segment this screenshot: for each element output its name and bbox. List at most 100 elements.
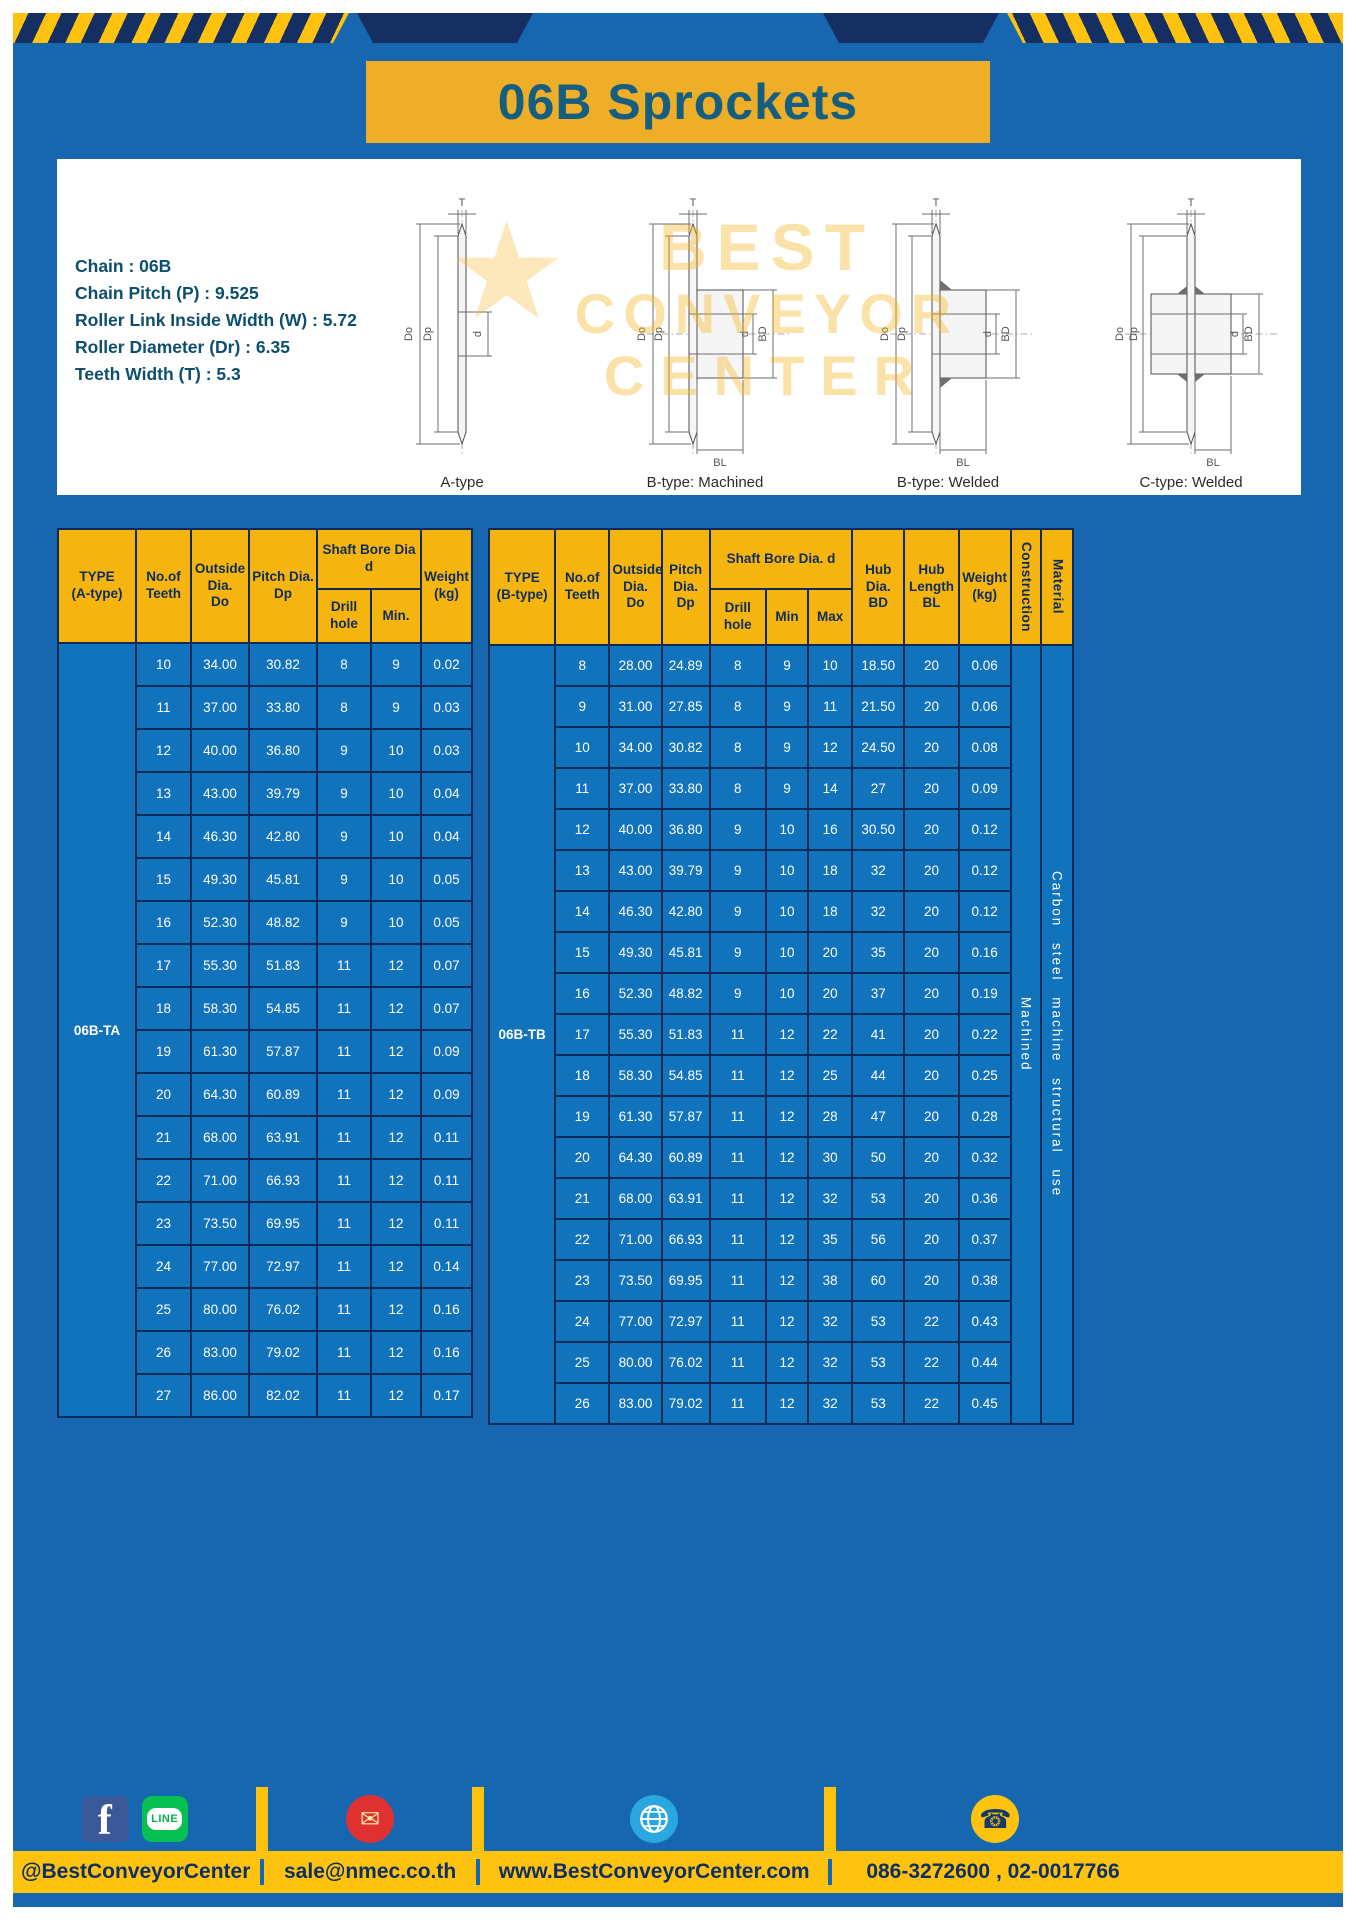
cell-drill-hole: 11 (316, 1115, 372, 1160)
cell-pitch-dia: 39.79 (248, 771, 318, 816)
cell-min: 10 (764, 849, 810, 892)
dim-bd-label: BD (1000, 326, 1012, 341)
cell-hub-length: 20 (903, 931, 960, 974)
cell-outside-dia: 49.30 (608, 931, 663, 974)
table-a-header: TYPE (A-type) No.of Teeth Outside Dia. D… (57, 528, 474, 644)
cell-hub-dia: 35 (851, 931, 906, 974)
cell-hub-length: 20 (903, 644, 960, 687)
line-icon[interactable]: LINE (141, 1796, 188, 1842)
cell-max: 35 (807, 1218, 854, 1261)
facebook-letter: f (97, 1798, 112, 1842)
dim-t-label: T (459, 197, 466, 209)
figure-caption-a: A-type (440, 474, 484, 491)
cell-weight: 0.12 (957, 808, 1012, 851)
cell-pitch-dia: 51.83 (660, 1013, 711, 1056)
cell-hub-dia: 53 (851, 1300, 906, 1343)
cell-max: 30 (807, 1136, 854, 1179)
cell-pitch-dia: 36.80 (660, 808, 711, 851)
cell-min: 10 (369, 900, 423, 945)
cell-weight: 0.03 (420, 685, 474, 730)
cell-hub-length: 20 (903, 890, 960, 933)
cell-drill-hole: 11 (708, 1136, 767, 1179)
material-value: Carbon steel machine structural use (1039, 644, 1075, 1425)
dim-d-label: d (982, 331, 994, 337)
cell-drill-hole: 11 (708, 1177, 767, 1220)
cell-min: 12 (369, 1115, 423, 1160)
dim-dp-label: Dp (653, 327, 665, 341)
col-header-type-b: TYPE (B-type) (487, 528, 557, 646)
footer-email-address[interactable]: sale@nmec.co.th (284, 1860, 457, 1883)
table-row: 20 64.30 60.89 11 12 0.09 (58, 1072, 474, 1117)
cell-hub-length: 20 (903, 849, 960, 892)
cell-hub-dia: 56 (851, 1218, 906, 1261)
footer-website-url[interactable]: www.BestConveyorCenter.com (498, 1860, 810, 1883)
cell-pitch-dia: 60.89 (660, 1136, 711, 1179)
spec-line-teeth-width: Teeth Width (T) : 5.3 (75, 364, 241, 384)
cell-outside-dia: 49.30 (190, 857, 250, 902)
cell-drill-hole: 9 (708, 808, 767, 851)
cell-weight: 0.08 (957, 726, 1012, 769)
figure-c-type-welded: T Do Dp d (1091, 194, 1291, 491)
cell-teeth: 18 (135, 986, 192, 1031)
cell-drill-hole: 8 (708, 685, 767, 728)
table-row: 18 58.30 54.85 11 12 0.07 (58, 986, 474, 1031)
dim-dp-label: Dp (422, 327, 434, 341)
figure-caption-b-machined: B-type: Machined (646, 474, 764, 491)
cell-min: 10 (369, 771, 423, 816)
cell-teeth: 12 (554, 808, 611, 851)
table-row: 14 46.30 42.80 9 10 18 32 20 0.12 (489, 890, 1073, 933)
footer-phone-numbers[interactable]: 086-3272600 , 02-0017766 (866, 1860, 1120, 1883)
cell-max: 32 (807, 1300, 854, 1343)
cell-pitch-dia: 57.87 (248, 1029, 318, 1074)
cell-drill-hole: 11 (316, 1072, 372, 1117)
cell-weight: 0.37 (957, 1218, 1012, 1261)
cell-outside-dia: 40.00 (190, 728, 250, 773)
cell-pitch-dia: 72.97 (248, 1244, 318, 1289)
table-a-body: 06B-TA 10 34.00 30.82 8 9 0.02 11 37.00 33.80 8 9 0.… (57, 642, 474, 1418)
hazard-stripe-right (823, 13, 1343, 43)
cell-weight: 0.19 (957, 972, 1012, 1015)
cell-weight: 0.07 (420, 986, 474, 1031)
globe-glyph (640, 1805, 668, 1833)
footer-separator (256, 1787, 269, 1851)
globe-icon[interactable] (630, 1795, 679, 1843)
chain-spec-list: Chain : 06B Chain Pitch (P) : 9.525 Roll… (75, 253, 357, 388)
hazard-solid-band (823, 13, 999, 43)
cell-pitch-dia: 57.87 (660, 1095, 711, 1138)
cell-drill-hole: 11 (316, 1330, 372, 1375)
cell-drill-hole: 11 (708, 1054, 767, 1097)
facebook-icon[interactable]: f (81, 1796, 128, 1842)
cell-teeth: 21 (554, 1177, 611, 1220)
cell-max: 28 (807, 1095, 854, 1138)
cell-hub-length: 20 (903, 1095, 960, 1138)
cell-outside-dia: 46.30 (190, 814, 250, 859)
cell-min: 9 (764, 767, 810, 810)
spec-line-pitch: Chain Pitch (P) : 9.525 (75, 283, 259, 303)
table-row: 24 77.00 72.97 11 12 0.14 (58, 1244, 474, 1289)
cell-drill-hole: 9 (708, 890, 767, 933)
table-row: 12 40.00 36.80 9 10 16 30.50 20 0.12 (489, 808, 1073, 851)
cell-hub-length: 22 (903, 1382, 960, 1425)
table-row: 26 83.00 79.02 11 12 0.16 (58, 1330, 474, 1375)
cell-teeth: 22 (135, 1158, 192, 1203)
cell-hub-length: 20 (903, 1013, 960, 1056)
cell-weight: 0.16 (420, 1330, 474, 1375)
cell-hub-dia: 47 (851, 1095, 906, 1138)
cell-teeth: 19 (135, 1029, 192, 1074)
cell-outside-dia: 71.00 (190, 1158, 250, 1203)
sprocket-b-machined-drawing: T Do Dp d (636, 197, 791, 469)
table-row: 9 31.00 27.85 8 9 11 21.50 20 0.06 (489, 685, 1073, 728)
col-header-outside-dia: Outside Dia. Do (608, 528, 663, 646)
email-icon[interactable]: ✉ (346, 1795, 395, 1843)
table-row: 19 61.30 57.87 11 12 28 47 20 0.28 (489, 1095, 1073, 1138)
cell-teeth: 23 (554, 1259, 611, 1302)
cell-drill-hole: 9 (316, 771, 372, 816)
cell-outside-dia: 58.30 (608, 1054, 663, 1097)
cell-min: 12 (764, 1095, 810, 1138)
footer-social-handle[interactable]: @BestConveyorCenter (21, 1860, 251, 1883)
phone-icon[interactable]: ☎ (971, 1795, 1020, 1843)
cell-weight: 0.38 (957, 1259, 1012, 1302)
table-row: 27 86.00 82.02 11 12 0.17 (58, 1373, 474, 1418)
cell-weight: 0.11 (420, 1201, 474, 1246)
cell-min: 12 (369, 943, 423, 988)
